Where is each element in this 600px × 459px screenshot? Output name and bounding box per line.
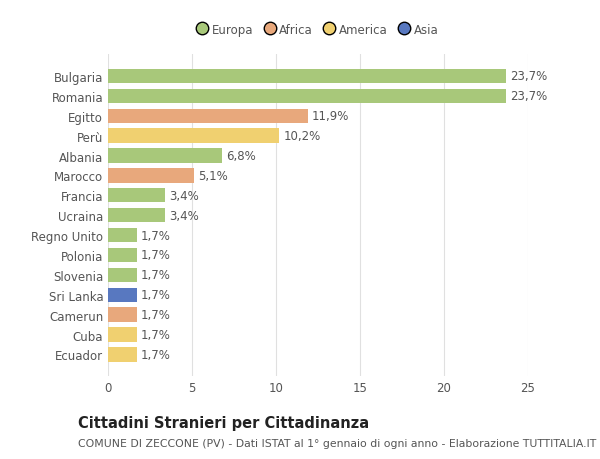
Bar xyxy=(108,288,137,302)
Bar xyxy=(108,189,165,203)
Text: 23,7%: 23,7% xyxy=(511,90,548,103)
Text: 1,7%: 1,7% xyxy=(141,328,170,341)
Text: Cittadini Stranieri per Cittadinanza: Cittadini Stranieri per Cittadinanza xyxy=(78,415,369,431)
Text: 1,7%: 1,7% xyxy=(141,269,170,282)
Text: 1,7%: 1,7% xyxy=(141,229,170,242)
Bar xyxy=(108,208,165,223)
Bar xyxy=(108,129,280,144)
Text: 5,1%: 5,1% xyxy=(198,169,227,183)
Text: 23,7%: 23,7% xyxy=(511,70,548,84)
Text: 3,4%: 3,4% xyxy=(169,190,199,202)
Bar xyxy=(108,70,506,84)
Bar xyxy=(108,109,308,123)
Bar xyxy=(108,90,506,104)
Text: 3,4%: 3,4% xyxy=(169,209,199,222)
Bar xyxy=(108,268,137,282)
Text: 10,2%: 10,2% xyxy=(284,130,321,143)
Legend: Europa, Africa, America, Asia: Europa, Africa, America, Asia xyxy=(193,19,443,42)
Text: 1,7%: 1,7% xyxy=(141,308,170,321)
Bar xyxy=(108,169,194,183)
Text: 1,7%: 1,7% xyxy=(141,289,170,302)
Bar xyxy=(108,149,222,163)
Bar xyxy=(108,328,137,342)
Text: 1,7%: 1,7% xyxy=(141,249,170,262)
Text: 1,7%: 1,7% xyxy=(141,348,170,361)
Bar xyxy=(108,248,137,263)
Bar xyxy=(108,229,137,243)
Bar xyxy=(108,347,137,362)
Bar xyxy=(108,308,137,322)
Text: 11,9%: 11,9% xyxy=(312,110,349,123)
Text: 6,8%: 6,8% xyxy=(226,150,256,162)
Text: COMUNE DI ZECCONE (PV) - Dati ISTAT al 1° gennaio di ogni anno - Elaborazione TU: COMUNE DI ZECCONE (PV) - Dati ISTAT al 1… xyxy=(78,438,596,448)
